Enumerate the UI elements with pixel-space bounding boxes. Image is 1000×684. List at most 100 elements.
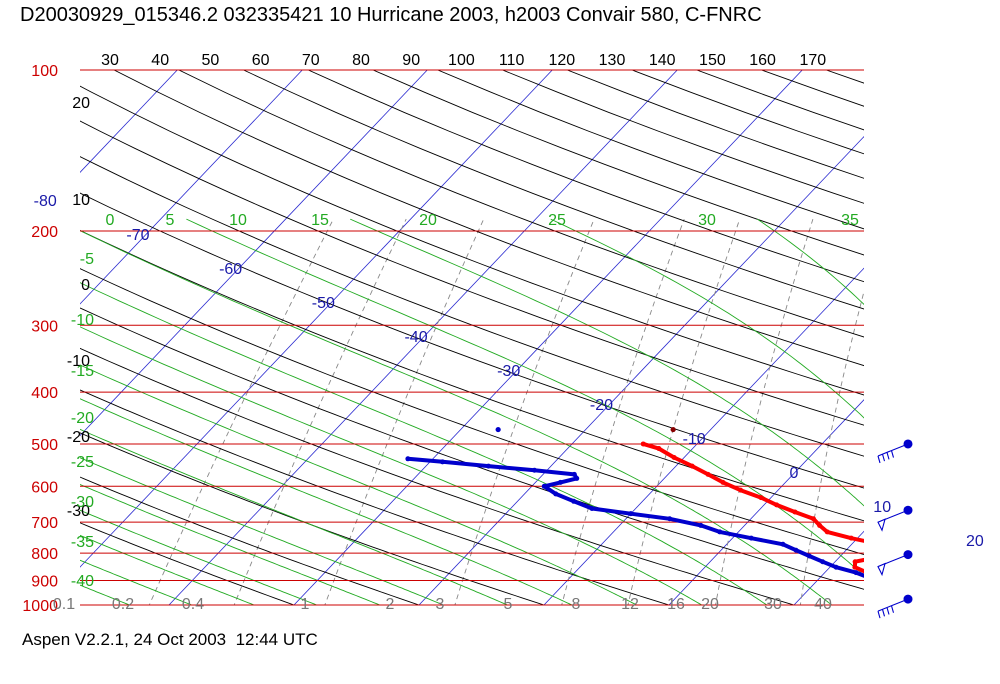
moist-adiabat-label: 30 [698,212,716,229]
dewpoint-point [571,498,577,504]
isotherm-label: -80 [34,193,57,210]
mixing-ratio-line [233,218,407,605]
dry-adiabat-top-label: 30 [101,52,119,69]
dewpoint-point [557,479,563,485]
dry-adiabat-line [502,70,864,204]
temperature-point [964,600,969,605]
isotherm-label: -50 [312,295,335,312]
dry-adiabat-top-label: 160 [749,52,776,69]
moist-adiabat-left-label: -10 [71,312,94,329]
dry-adiabat-top-label: 60 [252,52,270,69]
dry-adiabat-line [80,389,671,605]
moist-adiabat-left-label: -30 [71,494,94,511]
temperature-point [824,529,830,535]
dry-adiabat-top-label: 90 [402,52,420,69]
dewpoint-point [574,475,580,481]
dry-adiabat-line [80,522,296,605]
isotherm-line [668,399,864,605]
moist-adiabat-label: 20 [419,212,437,229]
moist-adiabat-left-label: -25 [71,454,94,471]
dewpoint-point [698,522,704,528]
dewpoint-trace [405,456,864,578]
dry-adiabat-top-label: 130 [599,52,626,69]
dry-adiabat-line [80,85,864,396]
temperature-point [810,516,816,522]
dry-adiabat-top-label: 40 [151,52,169,69]
dry-adiabat-line [178,70,864,338]
moist-adiabat-line [757,218,864,305]
temperature-point [894,581,899,586]
dry-adiabat-line [80,347,796,605]
moist-adiabat-line [80,584,131,605]
moist-adiabat-label: 5 [166,212,175,229]
dewpoint-point [887,581,892,586]
isobar-label: 900 [31,574,58,591]
temperature-point [865,570,870,575]
isotherm-line [793,530,864,605]
dewpoint-point [589,505,595,511]
temperature-point [852,559,858,565]
dry-adiabat-top-label: 150 [699,52,726,69]
dewpoint-point [717,529,723,535]
mixing-ratio-line [627,218,741,605]
mixing-ratio-label: 0.2 [112,596,134,613]
moist-adiabat-line [80,457,445,605]
moist-adiabat-line [80,326,703,605]
temperature-point [738,487,744,493]
temperature-point [689,463,695,469]
diagram-grid [80,46,1000,617]
dry-adiabat-left-label: 0 [81,277,90,294]
isotherm-label: -10 [683,431,706,448]
moist-adiabat-left-label: -5 [80,251,94,268]
dry-adiabat-line [567,70,864,179]
temperature-point [978,604,983,609]
temperature-point [897,548,902,553]
dry-adiabat-top-label: 100 [448,52,475,69]
mixing-ratio-line [933,219,994,616]
temperature-point [758,495,764,501]
mixing-ratio-line [148,218,334,605]
diagram-labels: 1002003004005006007008009001000-120-110-… [22,52,984,615]
dry-adiabat-line [80,432,546,605]
isotherm-line [908,46,1000,617]
moist-adiabat-line [80,428,509,605]
temperature-point [656,446,662,452]
mixing-ratio-label: 2 [386,596,395,613]
dry-adiabat-top-label: 70 [302,52,320,69]
mixing-ratio-label: 8 [572,596,581,613]
isotherm-label: -30 [497,363,520,380]
dry-adiabat-top-label: 170 [799,52,826,69]
sounding-series [405,426,983,609]
mixing-ratio-label: 0.1 [53,596,75,613]
isobar-label: 800 [31,546,58,563]
dry-adiabat-top-label: 120 [548,52,575,69]
isotherm-label: 0 [789,465,798,482]
isotherm-label: 20 [966,533,984,550]
moist-adiabat-line [350,218,864,507]
dewpoint-point [541,483,547,489]
isobar-label: 500 [31,437,58,454]
isotherm-line [418,135,864,605]
moist-adiabat-line [925,219,1000,616]
mixing-ratio-label: 20 [701,596,719,613]
dewpoint-point [780,541,786,547]
dry-adiabat-left-label: -20 [67,429,90,446]
dry-adiabat-left-label: 10 [72,192,90,209]
dewpoint-point [928,591,933,596]
isobar-label: 600 [31,479,58,496]
isotherm-label: -20 [590,397,613,414]
moist-adiabat-label: 10 [229,212,247,229]
dry-adiabat-line [80,476,421,605]
isobar-label: 1000 [22,598,58,615]
dewpoint-point [867,575,872,580]
temperature-point [671,454,677,460]
temperature-point [792,509,798,515]
moist-adiabat-line [80,398,573,605]
isolated-observation-point [670,426,676,433]
dry-adiabat-line [372,70,864,256]
moist-adiabat-label: 25 [548,212,566,229]
moist-adiabat-line [80,509,318,605]
mixing-ratio-label: 5 [504,596,513,613]
dry-adiabat-line [696,70,864,131]
moist-adiabat-line [550,218,864,419]
